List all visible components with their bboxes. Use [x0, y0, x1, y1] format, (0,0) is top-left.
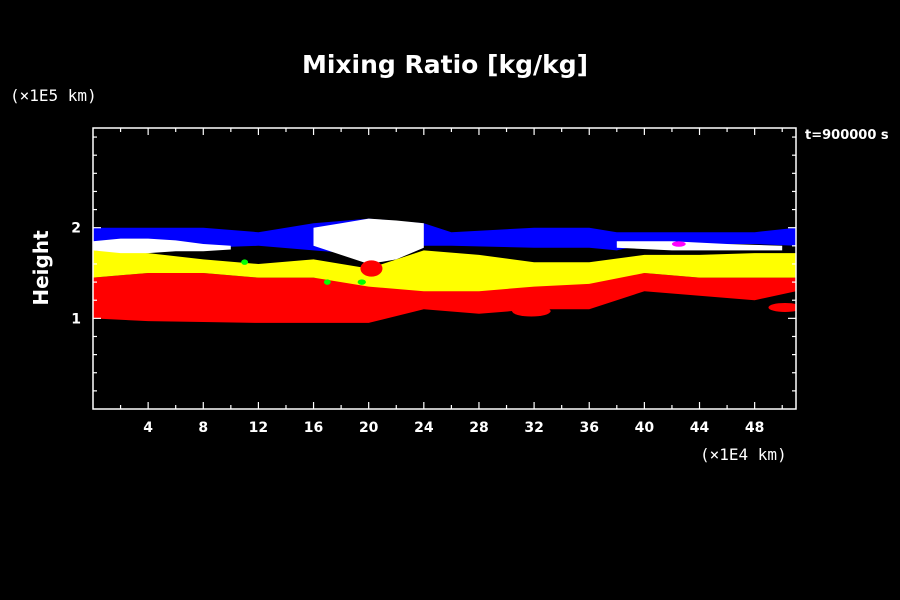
x-tick-label: 36: [579, 420, 598, 436]
mixing-ratio-patch-5: [241, 259, 249, 265]
mixing-ratio-band-3: [93, 238, 231, 254]
x-tick-label: 4: [143, 420, 153, 436]
x-unit-label: (×1E4 km): [700, 445, 787, 464]
mixing-ratio-band-4: [313, 218, 424, 264]
mixing-ratio-patch-3: [323, 279, 331, 285]
x-tick-label: 16: [304, 420, 323, 436]
x-tick-label: 28: [469, 420, 488, 436]
plot-frame: [92, 127, 797, 410]
x-tick-label: 20: [359, 420, 379, 436]
y-tick-label: 1: [71, 311, 81, 327]
plot-data: [93, 218, 796, 323]
mixing-ratio-patch-6: [671, 241, 686, 247]
x-tick-label: 24: [414, 420, 434, 436]
y-tick-label: 2: [71, 221, 81, 237]
chart-title: Mixing Ratio [kg/kg]: [302, 50, 588, 79]
y-unit-label: (×1E5 km): [10, 86, 97, 105]
x-tick-label: 44: [690, 420, 710, 436]
x-ticks: 4 8 12 16 20 24 28 32 36 40 44 48: [119, 128, 783, 436]
x-tick-label: 48: [745, 420, 764, 436]
mixing-ratio-band-0: [93, 273, 796, 323]
mixing-ratio-band-1: [93, 250, 796, 292]
mixing-ratio-band-5: [616, 241, 783, 251]
mixing-ratio-patch-2: [768, 302, 796, 313]
x-tick-label: 8: [198, 420, 208, 436]
y-axis-label: Height: [29, 230, 53, 306]
x-tick-label: 40: [635, 420, 655, 436]
mixing-ratio-patch-0: [360, 260, 383, 277]
mixing-ratio-patch-1: [512, 305, 551, 317]
time-label: t=900000 s: [805, 128, 889, 143]
mixing-ratio-patch-4: [357, 279, 366, 285]
x-tick-label: 12: [249, 420, 268, 436]
x-tick-label: 32: [524, 420, 543, 436]
